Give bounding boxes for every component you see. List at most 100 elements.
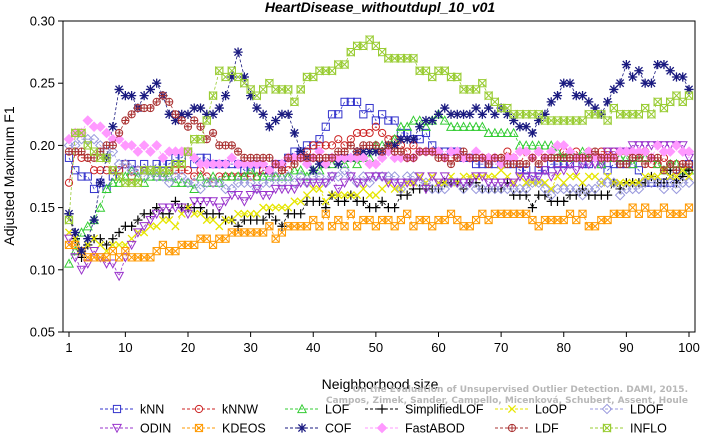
data-point-inflo [378,47,387,57]
data-point-inflo [284,84,293,95]
data-point-ldf [290,159,299,169]
data-point-ldf [152,97,161,106]
data-point-ldf [396,147,406,156]
data-point-odin [251,184,262,195]
data-point-kdeos [302,222,312,231]
data-point-knnw [115,166,124,175]
data-point-ldof [226,183,238,195]
data-point-ldof [176,171,188,182]
data-point-fastabod [683,146,695,157]
data-point-ldf [666,159,675,169]
data-point-odin [82,259,93,269]
data-point-odin [602,147,613,157]
data-point-ldf [522,159,531,169]
data-point-odin [633,141,644,151]
data-point-odin [640,141,651,151]
data-point-loop [353,191,362,200]
data-point-kdeos [390,222,399,231]
x-tick-label: 100 [678,340,700,355]
legend-label: COF [325,422,352,434]
data-point-ldf [327,153,337,162]
data-point-loop [371,191,380,200]
data-point-inflo [177,159,186,169]
data-point-cof [252,103,262,113]
legend-item-knnw: kNNW [182,403,258,417]
legend-item-knn: kNN [100,403,164,417]
legend-marker [507,404,517,414]
legend-item-odin: ODIN [100,422,171,434]
data-point-cof [358,147,368,157]
legend-item-kdeos: KDEOS [182,422,266,434]
data-point-ldof [213,177,225,189]
data-point-inflo [365,34,374,45]
data-point-cof [289,128,300,138]
data-point-simplifiedlof [314,196,325,206]
data-point-fastabod [558,140,570,151]
data-point-fastabod [264,164,275,176]
data-point-cof [145,84,156,95]
data-point-odin [402,178,413,188]
data-point-lof [471,121,482,131]
data-point-ldof [163,177,175,189]
data-point-ldf [233,147,243,156]
legend-label: FastABOD [405,422,465,434]
data-point-inflo [609,103,618,113]
data-point-lof [82,221,93,231]
data-point-odin [552,166,563,176]
series-line-fastabod [68,119,689,171]
data-point-cof [552,91,563,101]
data-point-ldf [478,153,487,162]
data-point-loop [378,184,387,193]
data-point-odin [627,141,638,151]
data-point-fastabod [376,152,388,164]
legend-label: LoOP [535,403,567,417]
data-point-cof [521,122,531,132]
data-point-loop [628,178,637,187]
data-point-cof [164,109,174,119]
data-point-ldf [165,97,174,106]
data-point-ldf [534,159,543,169]
data-point-inflo [490,97,499,107]
data-point-loop [591,172,600,181]
data-point-inflo [534,109,543,120]
data-point-knnw [352,128,362,138]
data-point-simplifiedlof [108,234,118,244]
data-point-cof [659,59,669,70]
data-point-inflo [233,72,243,82]
data-point-knn [365,103,374,113]
data-point-inflo [102,153,111,163]
series-line-odin [68,145,690,278]
data-point-odin [558,166,569,176]
data-point-ldof [314,171,325,182]
data-point-fastabod [145,146,156,157]
legend-marker [376,422,388,434]
series-inflo [64,34,694,225]
data-point-odin [352,178,363,188]
data-point-cof [233,47,243,57]
data-point-knn [140,159,149,169]
data-point-knn [390,116,399,125]
legend-label: kNN [140,403,164,417]
data-point-odin [508,178,519,188]
data-point-ldof [439,183,451,195]
data-point-ldf [446,159,456,169]
data-point-inflo [453,72,462,82]
legend-marker [507,423,517,433]
data-point-inflo [89,146,99,157]
data-point-knn [77,172,86,181]
data-point-odin [333,184,344,195]
data-point-loop [234,209,243,218]
data-point-odin [326,172,338,182]
data-point-inflo [133,177,142,188]
data-point-inflo [440,65,449,76]
data-point-cof [89,215,99,225]
data-point-kdeos [578,209,587,218]
chart-title: HeartDisease_withoutdupl_10_v01 [265,0,496,15]
data-point-lof [289,165,300,175]
data-point-cof [408,134,419,144]
legend-item-fastabod: FastABOD [365,422,465,434]
data-point-ldf [227,141,236,150]
data-point-odin [120,253,131,263]
data-point-ldf [190,116,199,125]
data-point-loop [208,215,218,225]
